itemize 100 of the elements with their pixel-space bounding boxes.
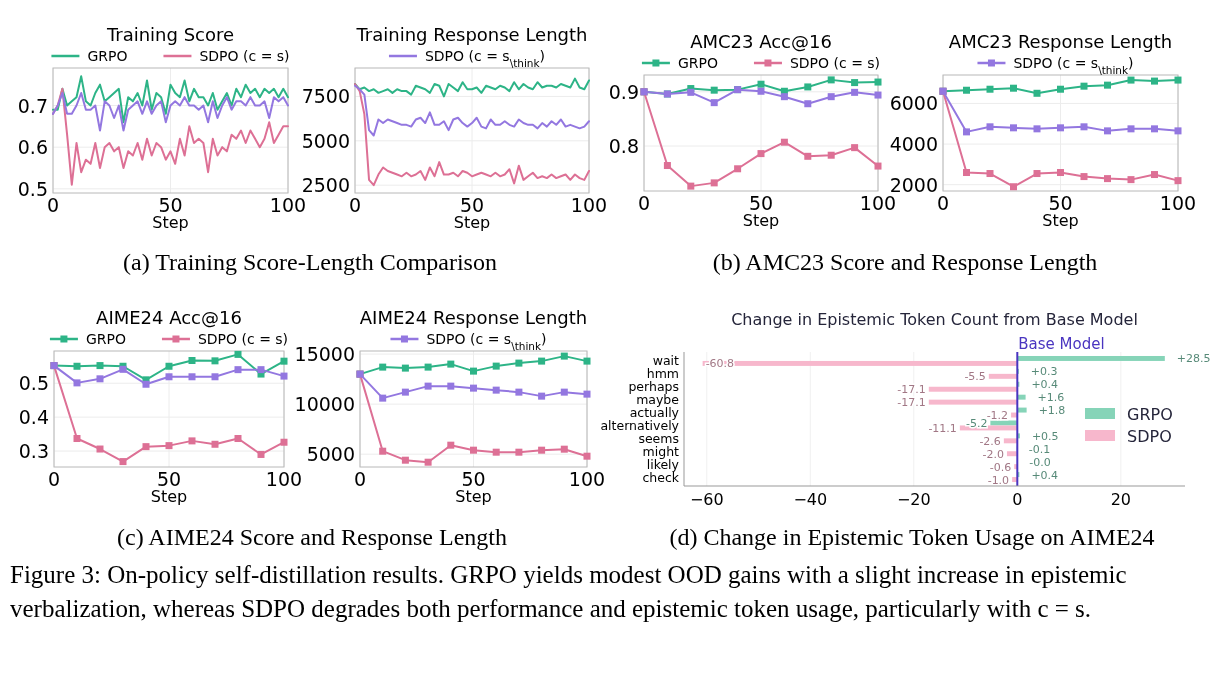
point	[963, 169, 970, 177]
point	[560, 445, 568, 453]
legend-label: SDPO (c = s)	[199, 48, 290, 64]
point	[710, 179, 718, 187]
point	[234, 350, 242, 358]
x-axis-title: Step	[742, 211, 780, 230]
y-tick-label: 10000	[294, 393, 355, 416]
point	[986, 170, 994, 178]
point	[804, 152, 812, 160]
point	[257, 366, 265, 374]
point	[710, 86, 718, 94]
point	[687, 182, 695, 190]
point	[963, 128, 970, 136]
line-series	[354, 82, 590, 187]
y-tick-label: 0.4	[18, 406, 49, 429]
bar	[1003, 438, 1018, 444]
bar	[1017, 407, 1027, 413]
text: (d) Change in Epistemic Token Usage on AIME24	[669, 524, 1155, 550]
x-axis-title: Step	[152, 213, 189, 232]
point	[1174, 127, 1182, 135]
bar	[928, 399, 1018, 405]
legend-label: SDPO (c = s$_{\think}$)	[426, 331, 547, 352]
point	[142, 443, 150, 451]
data-label: -0.6	[989, 460, 1012, 474]
y-tick-label: wait	[652, 353, 680, 369]
x-tick-label: 50	[748, 192, 774, 214]
point	[560, 388, 568, 396]
y-tick-label: 0.5	[18, 372, 49, 395]
point	[874, 91, 882, 99]
point	[1010, 183, 1017, 191]
point	[470, 446, 477, 454]
x-tick-label: 50	[156, 468, 182, 490]
point	[986, 123, 994, 131]
point	[165, 362, 173, 370]
chart-title: Change in Epistemic Token Count from Base Model	[731, 310, 1138, 329]
y-tick-label: hmm	[646, 366, 679, 382]
data-label: -2.6	[979, 434, 1001, 448]
point	[96, 445, 104, 453]
y-tick-label: 0.6	[17, 136, 48, 159]
y-tick-label: 0.7	[17, 94, 48, 117]
point	[1057, 124, 1064, 132]
point	[424, 458, 432, 466]
legend-label: GRPO	[87, 48, 128, 64]
point	[1057, 85, 1064, 93]
point	[515, 359, 523, 367]
point	[583, 390, 591, 398]
point	[986, 85, 994, 93]
point	[280, 438, 288, 446]
chart-title: AIME24 Acc@16	[96, 307, 242, 328]
data-label: -0.1	[1028, 442, 1051, 456]
point	[874, 78, 882, 86]
x-tick-label: −40	[793, 490, 828, 509]
x-tick-label: 100	[269, 194, 307, 216]
legend-label: SDPO (c = s)	[789, 55, 881, 71]
legend-label: SDPO (c = s$_{\think}$)	[1013, 55, 1134, 76]
legend-label: SDPO (c = s)	[197, 331, 289, 347]
point	[280, 357, 288, 365]
point	[827, 151, 835, 159]
point	[447, 382, 455, 390]
point	[583, 452, 591, 460]
point	[447, 441, 455, 449]
point	[470, 384, 477, 392]
point	[234, 366, 242, 374]
point	[827, 93, 835, 101]
point	[780, 93, 788, 101]
y-tick-label: 4000	[889, 133, 938, 156]
point	[424, 363, 432, 371]
x-tick-label: 0	[637, 192, 651, 214]
point	[96, 375, 104, 383]
point	[492, 448, 500, 456]
y-tick-label: 0.9	[608, 80, 639, 103]
chart-title: AMC23 Acc@16	[690, 31, 832, 52]
point	[757, 80, 765, 88]
x-tick-label: 0	[1012, 490, 1023, 509]
bar	[702, 360, 1018, 366]
point	[851, 79, 859, 87]
x-tick-label: −60	[689, 490, 724, 509]
point	[1174, 76, 1182, 84]
point	[1174, 177, 1182, 185]
data-label: +0.4	[1031, 378, 1059, 392]
data-label: -5.5	[964, 370, 986, 384]
y-tick-label: 0.8	[608, 135, 639, 158]
x-tick-label: 50	[461, 468, 486, 490]
point	[188, 373, 196, 381]
data-label: +0.3	[1030, 365, 1058, 379]
x-tick-label: 50	[158, 194, 183, 216]
point	[1104, 81, 1111, 89]
point	[1104, 127, 1111, 135]
x-tick-label: 20	[1110, 490, 1131, 509]
x-tick-label: 0	[47, 468, 61, 490]
point	[470, 367, 477, 375]
x-tick-label: 100	[570, 194, 608, 216]
data-label: -17.1	[897, 383, 926, 397]
x-tick-label: 100	[1159, 192, 1197, 214]
y-tick-label: perhaps	[628, 379, 679, 395]
point	[538, 392, 546, 400]
point	[515, 388, 523, 396]
point	[379, 447, 387, 455]
x-axis-title: Step	[150, 487, 188, 506]
point	[851, 144, 859, 152]
